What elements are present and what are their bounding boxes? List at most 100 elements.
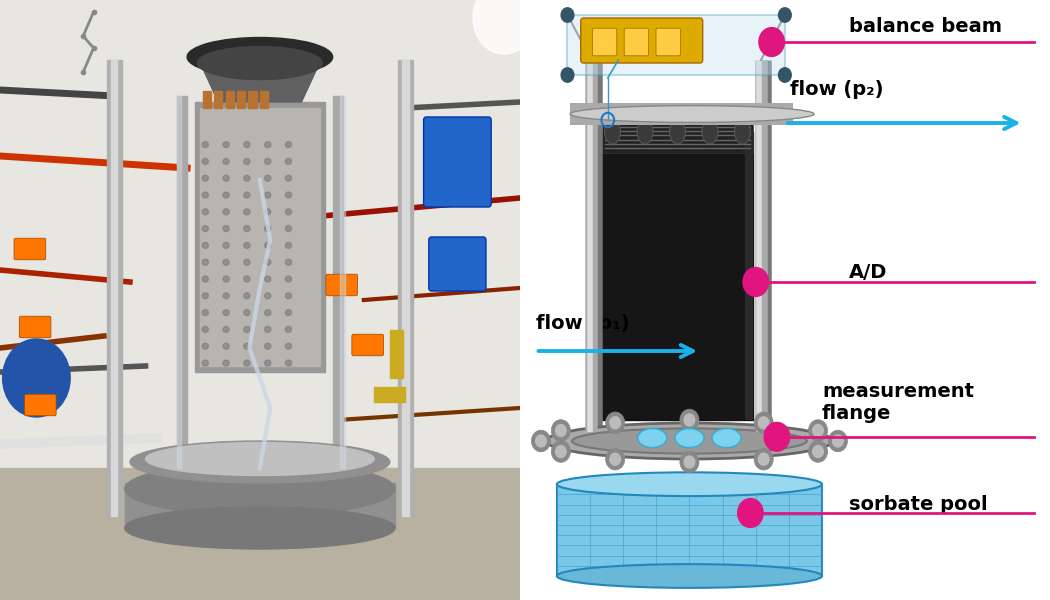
Ellipse shape [223,192,229,198]
Ellipse shape [265,360,271,366]
Circle shape [828,430,847,452]
Text: flow (p₂): flow (p₂) [791,80,884,99]
FancyBboxPatch shape [326,274,358,296]
Ellipse shape [265,158,271,164]
Text: A/D: A/D [848,263,887,283]
Bar [0,468,520,600]
Ellipse shape [244,326,250,332]
Ellipse shape [244,226,250,232]
Ellipse shape [223,343,229,349]
Circle shape [536,435,546,447]
Circle shape [606,448,625,470]
Ellipse shape [203,242,208,248]
Bar [746,132,753,420]
Circle shape [833,435,843,447]
Ellipse shape [286,158,292,164]
Ellipse shape [265,209,271,215]
Ellipse shape [187,37,333,76]
Ellipse shape [572,428,806,454]
Circle shape [610,417,621,429]
Bar [176,96,181,468]
Circle shape [606,412,625,434]
Circle shape [680,451,699,473]
Bar [602,111,753,153]
Ellipse shape [203,343,208,349]
FancyBboxPatch shape [352,334,383,356]
Bar [214,91,223,108]
Polygon shape [197,57,322,102]
Ellipse shape [203,158,208,164]
Ellipse shape [286,326,292,332]
Ellipse shape [203,192,208,198]
Ellipse shape [223,226,229,232]
Circle shape [531,430,550,452]
Bar [570,103,793,125]
Ellipse shape [605,120,621,144]
Ellipse shape [223,158,229,164]
Circle shape [778,8,792,22]
Ellipse shape [146,443,374,475]
Circle shape [754,448,773,470]
Ellipse shape [265,259,271,265]
Ellipse shape [265,175,271,181]
Bar [390,330,403,378]
FancyBboxPatch shape [656,28,680,56]
Ellipse shape [286,360,292,366]
Ellipse shape [546,423,833,459]
Ellipse shape [265,242,271,248]
Ellipse shape [244,310,250,316]
Ellipse shape [203,310,208,316]
Ellipse shape [125,462,395,516]
Circle shape [758,453,769,465]
FancyBboxPatch shape [581,18,702,63]
Bar [556,484,822,576]
Ellipse shape [286,175,292,181]
Bar [176,96,187,516]
Ellipse shape [130,441,390,483]
Ellipse shape [286,209,292,215]
Circle shape [685,456,695,468]
Ellipse shape [286,310,292,316]
Ellipse shape [556,564,822,588]
FancyBboxPatch shape [592,28,616,56]
Bar [374,387,405,402]
Ellipse shape [265,226,271,232]
Ellipse shape [286,226,292,232]
Bar [0,0,520,468]
Bar [260,91,268,108]
FancyBboxPatch shape [567,15,785,75]
Circle shape [685,414,695,426]
Ellipse shape [244,158,250,164]
Ellipse shape [203,209,208,215]
Bar [195,102,324,372]
FancyBboxPatch shape [19,316,51,338]
Ellipse shape [244,276,250,282]
Text: sorbate pool: sorbate pool [848,494,987,514]
Bar [237,91,246,108]
Bar [125,483,395,528]
Circle shape [743,268,769,296]
Ellipse shape [223,360,229,366]
Circle shape [472,0,536,54]
Ellipse shape [223,209,229,215]
Ellipse shape [244,242,250,248]
Bar [106,60,122,516]
Circle shape [610,453,621,465]
Bar [602,132,753,420]
Ellipse shape [570,106,814,122]
Bar [249,91,257,108]
Ellipse shape [125,507,395,549]
Ellipse shape [265,310,271,316]
Bar [340,96,344,468]
Text: measurement
flange: measurement flange [822,382,974,423]
Circle shape [561,8,574,22]
Ellipse shape [675,428,704,448]
Ellipse shape [244,259,250,265]
Ellipse shape [223,242,229,248]
Ellipse shape [223,259,229,265]
Text: balance beam: balance beam [848,17,1002,37]
Ellipse shape [244,293,250,299]
Circle shape [778,68,792,82]
Ellipse shape [286,343,292,349]
Circle shape [2,339,70,417]
